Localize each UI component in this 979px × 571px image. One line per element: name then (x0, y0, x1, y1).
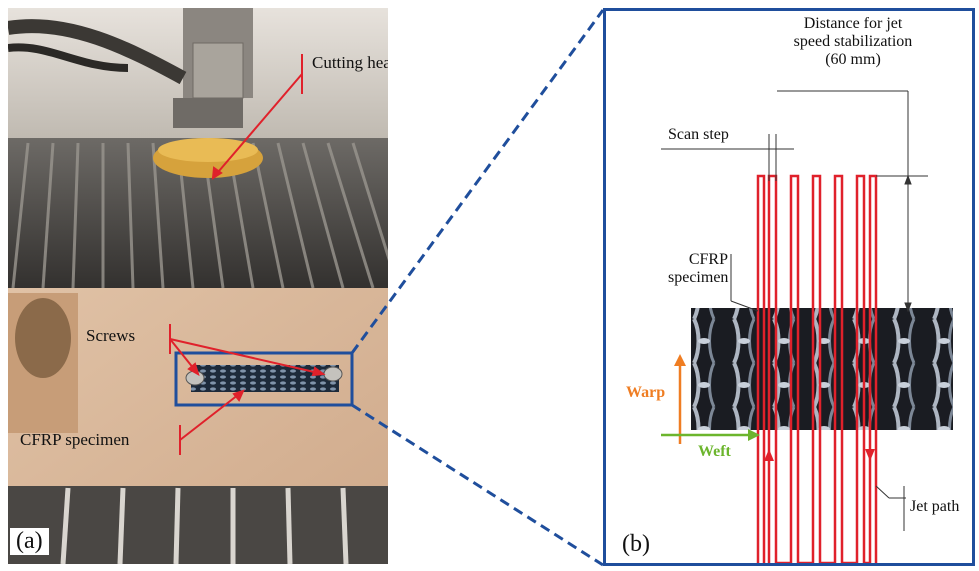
warp-label: Warp (626, 384, 666, 401)
panel-a-tag: (a) (10, 528, 49, 555)
cfrp-specimen-schematic (691, 308, 953, 430)
cutting-setup-photo (8, 8, 388, 564)
cutting-head-label: Cutting head (312, 53, 388, 72)
cfrp-specimen-label: CFRP specimen (20, 430, 130, 449)
distance-line-3: (60 mm) (825, 51, 881, 68)
distance-annotation: Distance for jet speed stabilization (60… (768, 15, 938, 69)
cfrp-line-2: specimen (668, 269, 729, 286)
specimen-highlight-box (174, 351, 354, 407)
screws-label: Screws (86, 326, 136, 345)
cfrp-annotation: CFRP specimen (668, 251, 728, 287)
distance-line-2: speed stabilization (793, 33, 913, 50)
scan-step-label: Scan step (668, 126, 729, 143)
cfrp-line-1: CFRP (688, 251, 728, 268)
jet-path-label: Jet path (910, 498, 960, 515)
jet-path-schematic (661, 90, 953, 563)
weft-label: Weft (698, 443, 731, 460)
schematic-panel-b: Distance for jet speed stabilization (60… (603, 8, 975, 566)
distance-line-1: Distance for jet (803, 15, 903, 32)
panel-b-tag: (b) (616, 531, 656, 558)
photo-panel-a: Cutting head Screws CFRP specimen (a) (8, 8, 388, 564)
